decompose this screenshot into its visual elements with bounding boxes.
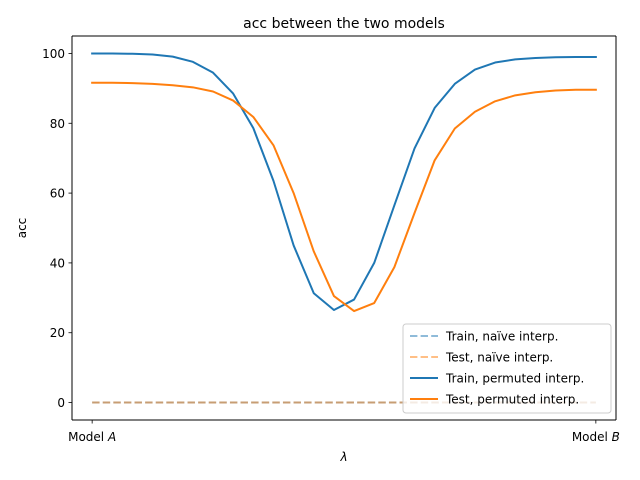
y-axis-title: acc: [15, 218, 29, 239]
legend: Train, naïve interp. Test, naïve interp. T…: [402, 323, 612, 414]
plot-frame: [71, 35, 617, 421]
chart-title: acc between the two models: [243, 16, 445, 32]
y-tick-label: 20: [50, 326, 65, 340]
y-tick-label: 0: [57, 396, 65, 410]
x-tick-label: Model B: [572, 430, 620, 444]
legend-label-4: Test, permuted interp.: [445, 393, 579, 407]
y-tick-label: 80: [50, 117, 65, 131]
y-tick-label: 100: [42, 47, 65, 61]
series-line-4: [91, 81, 597, 313]
x-tick-label: Model A: [68, 430, 116, 444]
legend-label-1: Train, naïve interp.: [445, 330, 558, 344]
legend-label-2: Test, naïve interp.: [445, 351, 553, 365]
y-tick-label: 60: [50, 187, 65, 201]
legend-box: [402, 323, 612, 414]
y-axis-ticks: 0 20 40 60 80 100: [42, 47, 72, 410]
x-axis-ticks: Model A Model B: [68, 420, 620, 444]
x-axis-title: λ: [339, 450, 347, 464]
legend-label-3: Train, permuted interp.: [445, 372, 584, 386]
y-tick-label: 40: [50, 256, 65, 270]
